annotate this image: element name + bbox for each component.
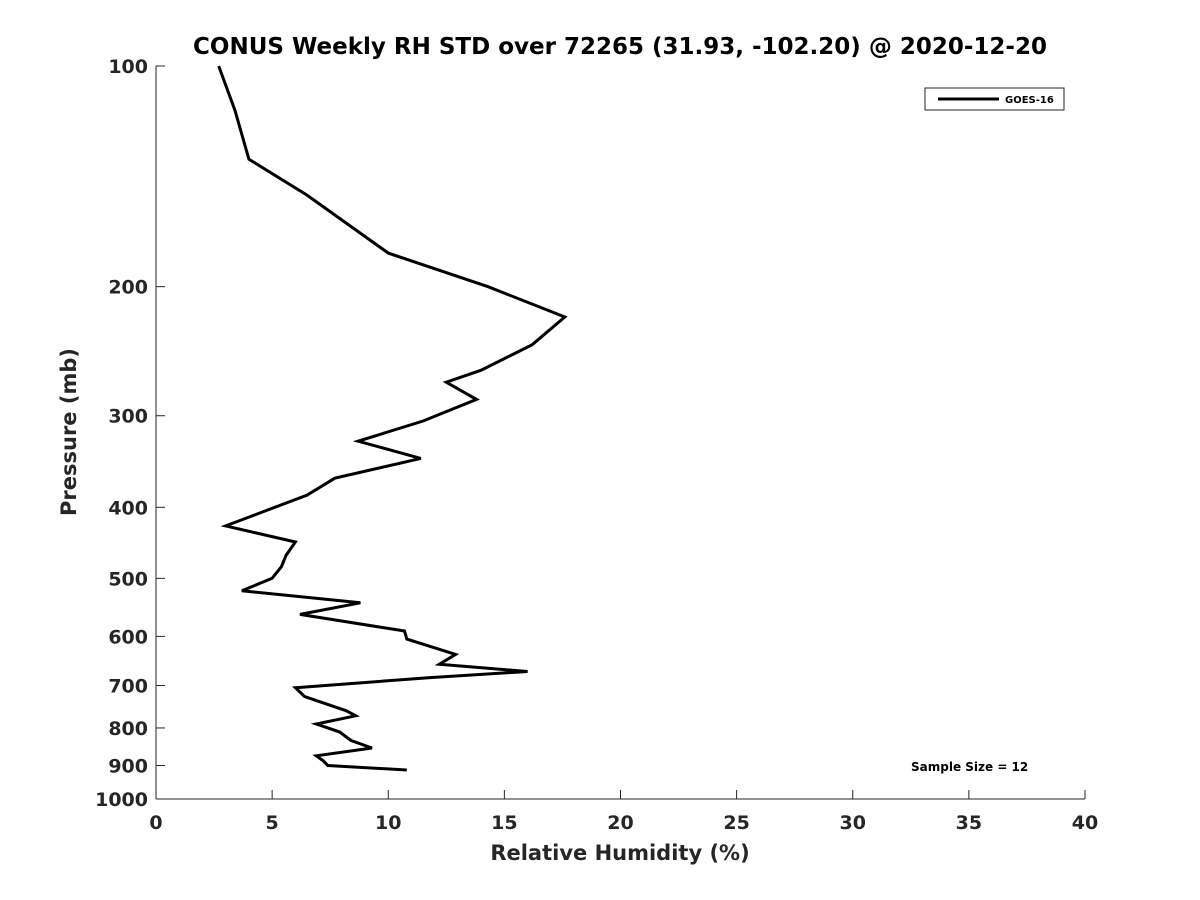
y-tick-label: 300 [108,406,148,428]
series-layer [217,65,568,772]
legend-label: GOES-16 [1005,95,1054,106]
y-tick-label: 700 [108,675,148,697]
x-tick-label: 35 [956,812,982,834]
x-ticks: 0 5 10 15 20 25 30 35 40 [149,790,1098,834]
sample-size-annotation: Sample Size = 12 [911,760,1028,774]
x-tick-label: 25 [723,812,749,834]
x-tick-label: 10 [375,812,401,834]
legend: GOES-16 [924,87,1065,111]
y-tick-label: 500 [108,568,148,590]
x-tick-label: 15 [491,812,517,834]
y-tick-label: 400 [108,497,148,519]
y-tick-label: 1000 [95,789,148,811]
x-tick-label: 5 [266,812,279,834]
y-tick-label: 200 [108,277,148,299]
chart-title: CONUS Weekly RH STD over 72265 (31.93, -… [193,34,1047,60]
y-ticks: 100 200 300 400 500 600 700 800 900 1000 [95,56,165,811]
x-axis-label: Relative Humidity (%) [490,841,749,865]
x-tick-label: 30 [840,812,866,834]
x-tick-label: 20 [607,812,633,834]
x-tick-label: 40 [1072,812,1098,834]
y-tick-label: 100 [108,56,148,78]
series-line-goes-16 [217,65,568,772]
y-tick-label: 800 [108,718,148,740]
x-tick-label: 0 [149,812,162,834]
y-tick-label: 900 [108,755,148,777]
y-tick-label: 600 [108,626,148,648]
y-axis-label: Pressure (mb) [57,348,81,516]
